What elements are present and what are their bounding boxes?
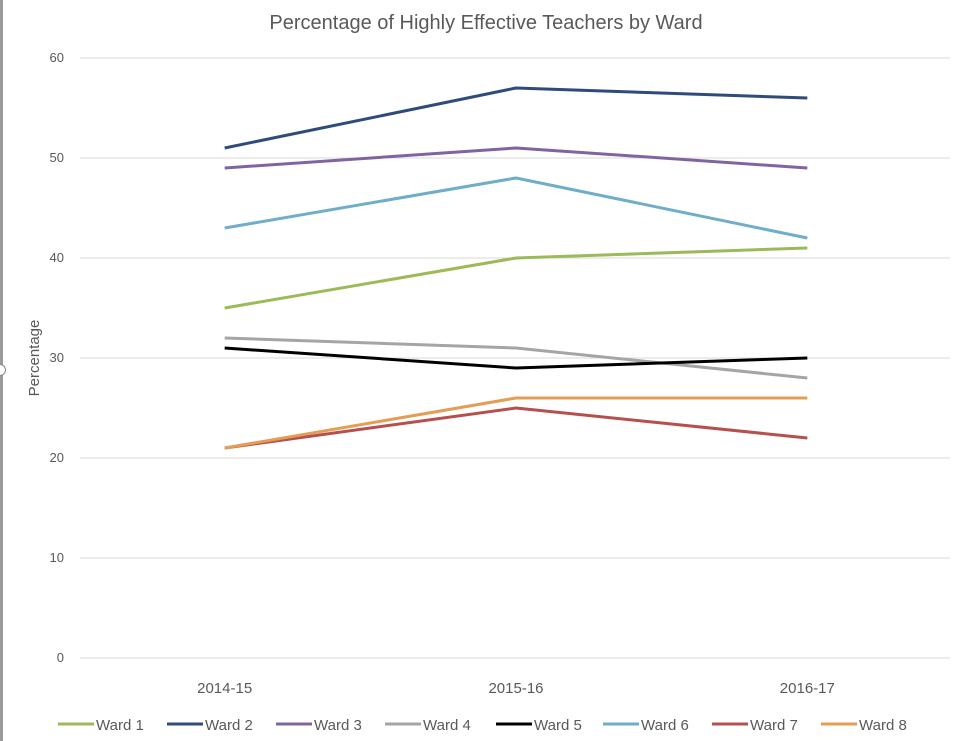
y-tick-label: 30 (50, 350, 64, 365)
legend-label: Ward 3 (314, 717, 362, 734)
legend-item[interactable]: Ward 7 (712, 717, 798, 734)
y-tick-label: 10 (50, 550, 64, 565)
legend-item[interactable]: Ward 3 (276, 717, 362, 734)
legend-label: Ward 8 (859, 717, 907, 734)
series-line-ward-2 (224, 86, 808, 150)
x-tick-label: 2014-15 (197, 680, 252, 697)
series-line-ward-8 (224, 396, 808, 450)
series-line-ward-4 (224, 336, 808, 380)
legend-label: Ward 5 (534, 717, 582, 734)
y-tick-label: 0 (57, 650, 64, 665)
series-line-ward-3 (224, 146, 808, 170)
y-tick-label: 60 (50, 50, 64, 65)
chart-title: Percentage of Highly Effective Teachers … (269, 12, 702, 34)
legend-label: Ward 7 (750, 717, 798, 734)
legend-item[interactable]: Ward 1 (58, 717, 144, 734)
legend-item[interactable]: Ward 4 (385, 717, 471, 734)
legend-item[interactable]: Ward 2 (167, 717, 253, 734)
series-line-ward-7 (224, 406, 808, 450)
x-tick-label: 2015-16 (488, 680, 543, 697)
legend-item[interactable]: Ward 8 (821, 717, 907, 734)
y-tick-label: 20 (50, 450, 64, 465)
legend-label: Ward 4 (423, 717, 471, 734)
x-tick-label: 2016-17 (780, 680, 835, 697)
legend-item[interactable]: Ward 5 (496, 717, 582, 734)
legend-label: Ward 2 (205, 717, 253, 734)
series-line-ward-1 (224, 246, 808, 310)
legend-item[interactable]: Ward 6 (603, 717, 689, 734)
legend-label: Ward 6 (641, 717, 689, 734)
legend-label: Ward 1 (96, 717, 144, 734)
y-tick-label: 50 (50, 150, 64, 165)
series-line-ward-5 (224, 346, 808, 370)
series-line-ward-6 (224, 176, 808, 240)
y-tick-label: 40 (50, 250, 64, 265)
y-axis-label: Percentage (26, 320, 43, 397)
